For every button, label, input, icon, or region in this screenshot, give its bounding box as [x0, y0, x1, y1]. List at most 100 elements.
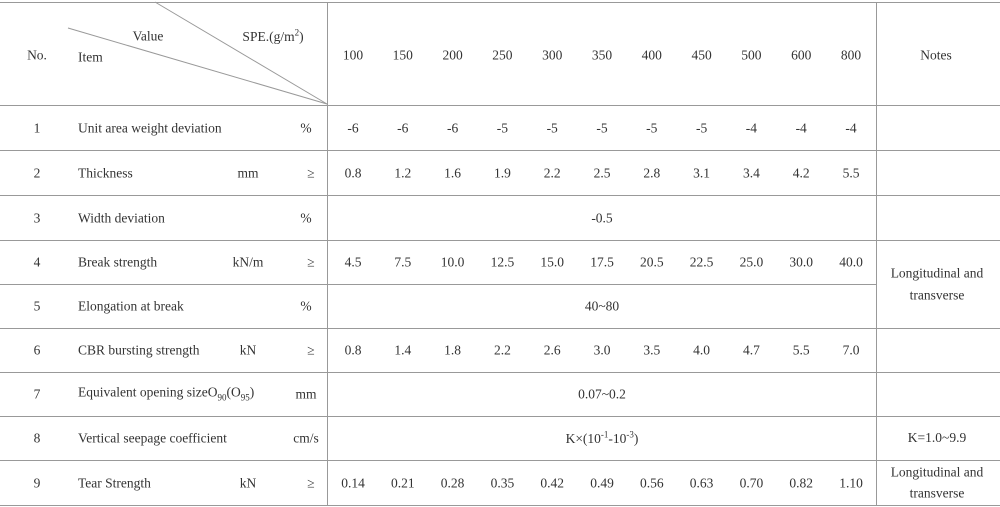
cell-span: 40~80 — [584, 298, 620, 314]
cell-value: -6 — [397, 119, 409, 135]
text-part: SPE.(g/m — [242, 29, 295, 44]
cell-value: 12.5 — [490, 254, 515, 270]
cell-value: 1.8 — [444, 342, 462, 358]
cell-value: 0.14 — [341, 474, 365, 490]
diagonal — [67, 27, 328, 105]
row-sym: ≥ — [307, 342, 315, 358]
row-unit: cm/s — [293, 430, 319, 446]
row-no: 6 — [33, 342, 41, 358]
cell-value: 5.5 — [792, 342, 810, 358]
row-no: 9 — [33, 474, 41, 490]
row-item: Width deviation — [78, 209, 165, 225]
row-no: 7 — [33, 386, 41, 402]
cell-value: -4 — [845, 119, 857, 135]
superscript: -3 — [626, 429, 634, 440]
text-part: O — [207, 384, 218, 400]
header-item: Item — [78, 49, 103, 65]
cell-value: 0.63 — [689, 474, 714, 490]
row-note: Longitudinal and transverse — [890, 463, 984, 501]
spec-label: 200 — [442, 47, 463, 63]
spec-label: 250 — [492, 47, 513, 63]
cell-value: -5 — [695, 119, 708, 135]
row-item: Thickness — [78, 164, 133, 180]
superscript: -1 — [600, 429, 609, 440]
text-part: ) — [299, 29, 304, 44]
cell-value: 22.5 — [689, 254, 714, 270]
header-no: No. — [27, 47, 47, 63]
row-unit: kN/m — [232, 254, 264, 270]
row-item: Tear Strength — [78, 474, 151, 490]
cell-value: 0.21 — [390, 474, 415, 490]
header-value: Value — [132, 28, 164, 44]
row-unit: mm — [295, 386, 317, 402]
row-item: Vertical seepage coefficient — [78, 430, 227, 446]
cell-value: 3.4 — [742, 164, 760, 180]
cell-value: 25.0 — [739, 254, 764, 270]
spec-label: 100 — [342, 47, 364, 63]
spec-label: 600 — [791, 47, 812, 63]
row-note: Longitudinal and transverse — [890, 265, 984, 302]
cell-value: 5.5 — [842, 164, 860, 180]
cell-value: -5 — [546, 119, 558, 135]
cell-value: 4.7 — [742, 342, 760, 358]
row-no: 1 — [33, 119, 41, 135]
cell-value: 7.0 — [842, 342, 860, 358]
cell-value: 0.70 — [739, 474, 764, 490]
header-notes: Notes — [920, 47, 952, 63]
cell-value: 0.8 — [344, 164, 362, 180]
cell-value: 7.5 — [394, 254, 412, 270]
cell-value: 2.8 — [643, 164, 661, 180]
cell-value: 0.42 — [540, 474, 564, 490]
subscript: 90 — [217, 392, 227, 403]
cell-value: 3.5 — [643, 342, 661, 358]
row-item: Unit area weight deviation — [78, 119, 222, 135]
cell-value: 1.2 — [394, 164, 412, 180]
spec-label: 150 — [392, 47, 413, 63]
cell-value: 0.28 — [440, 474, 465, 490]
cell-value: -6 — [446, 119, 459, 135]
text-part: ) — [249, 384, 255, 400]
text-part: -10 — [608, 431, 627, 446]
spec-label: 450 — [691, 47, 712, 63]
cell-value: -5 — [646, 119, 658, 135]
cell-value: 2.2 — [493, 342, 511, 358]
cell-value: 30.0 — [789, 254, 813, 270]
cell-value: 0.56 — [639, 474, 664, 490]
row-note: K=1.0~9.9 — [907, 430, 967, 446]
cell-value: 0.8 — [344, 342, 362, 358]
cell-value: 3.0 — [593, 342, 611, 358]
cell-value: 17.5 — [590, 254, 614, 270]
row-unit: kN — [239, 342, 257, 358]
row-unit: mm — [237, 164, 259, 180]
cell-value: 4.0 — [693, 342, 711, 358]
cell-value: 2.2 — [543, 164, 561, 180]
spec-label: 500 — [741, 47, 762, 63]
diagonal — [154, 1, 328, 105]
row-unit: % — [300, 298, 312, 314]
spec-label: 400 — [641, 47, 662, 63]
cell-value: 1.9 — [493, 164, 511, 180]
row-item: Equivalent opening sizeO90(O95) — [78, 384, 255, 403]
superscript: 2 — [294, 27, 300, 38]
row-sym: ≥ — [307, 164, 315, 180]
cell-value: -5 — [596, 119, 608, 135]
text-part: Equivalent opening size — [78, 384, 208, 400]
subscript: 95 — [240, 392, 250, 403]
cell-value: 20.5 — [639, 254, 664, 270]
cell-value: -5 — [496, 119, 509, 135]
row-unit: kN — [239, 474, 257, 490]
cell-value: 0.35 — [490, 474, 515, 490]
cell-span: -0.5 — [591, 209, 613, 225]
cell-value: 15.0 — [540, 254, 564, 270]
cell-value: 3.1 — [693, 164, 711, 180]
row-no: 4 — [33, 254, 41, 270]
cell-value: 0.49 — [590, 474, 614, 490]
row-unit: % — [300, 209, 312, 225]
cell-value: -4 — [745, 119, 758, 135]
cell-value: 40.0 — [839, 254, 863, 270]
row-no: 5 — [33, 298, 41, 314]
spec-label: 300 — [542, 47, 563, 63]
cell-value: 2.5 — [593, 164, 611, 180]
